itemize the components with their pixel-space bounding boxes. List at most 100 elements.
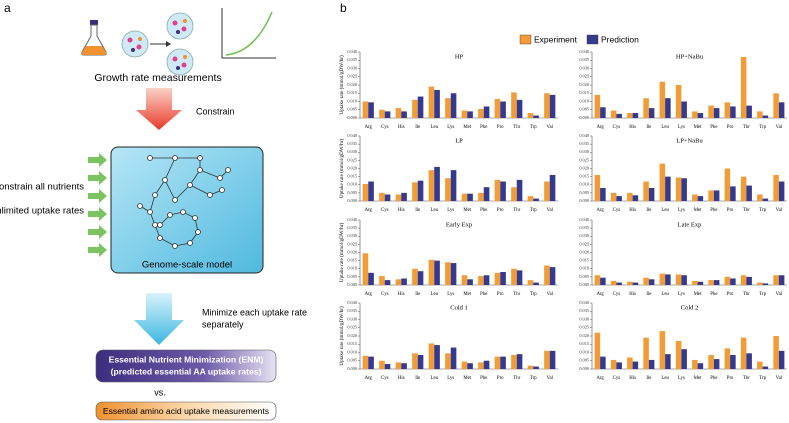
bar	[461, 361, 468, 369]
bar	[500, 101, 506, 118]
y-tick-label: 0.030	[579, 316, 589, 321]
bar	[483, 275, 490, 285]
x-tick-label: Arg	[596, 376, 604, 381]
bar	[692, 111, 698, 118]
bar	[434, 89, 440, 118]
bar	[467, 279, 473, 285]
y-tick-label: 0.000	[347, 366, 357, 371]
x-tick-label: Ile	[415, 208, 420, 213]
y-tick-label: 0.010	[347, 98, 357, 103]
unlimited-text: Unlimited uptake rates	[0, 206, 84, 217]
panel-b: 0.000 0.005 0.010 0.015 0.020 0.025 0.030 0.035…	[338, 34, 787, 381]
bar	[494, 272, 501, 285]
x-tick-label: His	[398, 376, 405, 381]
bar	[757, 361, 763, 369]
y-tick-label: 0.035	[347, 308, 357, 313]
y-tick-label: 0.035	[579, 141, 589, 146]
bar	[724, 348, 731, 369]
x-tick-label: His	[629, 292, 636, 297]
bar	[527, 365, 534, 369]
y-tick-label: 0.010	[347, 266, 357, 271]
y-tick-label: 0.035	[347, 141, 357, 146]
bar	[379, 360, 385, 369]
bar	[379, 109, 385, 118]
y-axis-label: Uptake rate (mmol/gDW/hr)	[338, 55, 345, 115]
x-tick-label: Lys	[447, 125, 454, 130]
bar	[417, 271, 424, 285]
y-tick-label: 0.025	[347, 74, 357, 79]
y-tick-label: 0.030	[347, 149, 357, 154]
bar	[500, 272, 506, 285]
x-tick-label: Pro	[727, 376, 734, 381]
bar	[724, 168, 731, 201]
x-tick-label: Cys	[613, 125, 621, 130]
bar	[533, 366, 539, 369]
bar	[412, 353, 418, 369]
bar	[675, 177, 682, 201]
bar	[516, 179, 523, 201]
y-tick-label: 0.020	[579, 333, 589, 338]
bar	[384, 194, 391, 201]
bar	[500, 356, 506, 369]
bar	[692, 280, 698, 285]
x-tick-label: Met	[463, 292, 471, 297]
y-tick-label: 0.015	[579, 341, 589, 346]
bar	[401, 278, 407, 285]
bar	[681, 349, 687, 369]
x-tick-label: Thr	[513, 376, 520, 381]
bar	[643, 337, 649, 369]
bar	[362, 183, 369, 201]
bar	[643, 98, 649, 118]
x-tick-label: Val	[547, 292, 554, 297]
y-tick-label: 0.020	[579, 82, 589, 87]
bar	[445, 353, 451, 369]
bar	[600, 277, 606, 285]
bar	[494, 99, 501, 118]
growth-curve-icon	[221, 8, 276, 59]
bar	[395, 362, 402, 369]
y-tick-label: 0.010	[579, 182, 589, 187]
x-tick-label: Cys	[381, 292, 389, 297]
bar	[610, 359, 617, 369]
x-tick-label: Leu	[431, 125, 439, 130]
x-tick-label: Trp	[530, 125, 537, 130]
y-tick-label: 0.015	[579, 90, 589, 95]
bar	[594, 332, 601, 369]
y-tick-label: 0.005	[347, 107, 357, 112]
y-tick-label: 0.005	[347, 190, 357, 195]
x-tick-label: Trp	[530, 208, 537, 213]
bar	[594, 175, 601, 201]
bar	[478, 362, 484, 369]
x-tick-label: Cys	[613, 292, 621, 297]
bar	[544, 93, 550, 118]
bar	[697, 363, 704, 369]
bar	[692, 194, 698, 201]
bar	[428, 170, 435, 201]
bar	[549, 267, 556, 285]
x-tick-label: Cys	[613, 376, 621, 381]
x-tick-label: Cys	[613, 208, 621, 213]
bar	[659, 163, 666, 201]
input-arrows	[88, 153, 107, 257]
bar	[730, 186, 736, 201]
x-tick-label: Thr	[743, 292, 750, 297]
bar	[665, 274, 671, 285]
x-tick-label: Phe	[480, 208, 487, 213]
x-tick-label: Arg	[596, 292, 604, 297]
bar	[648, 108, 655, 118]
bar	[708, 190, 714, 201]
minimize-arrow	[134, 293, 184, 345]
measurement-text: Essential amino acid uptake measurements	[103, 406, 269, 416]
bar	[527, 196, 534, 201]
bar	[417, 96, 424, 118]
y-tick-label: 0.005	[347, 358, 357, 363]
legend-swatch	[519, 34, 532, 45]
y-tick-label: 0.010	[579, 266, 589, 271]
bar	[600, 356, 606, 369]
bar	[746, 276, 752, 285]
x-tick-label: His	[629, 208, 636, 213]
bar	[544, 181, 550, 201]
y-tick-label: 0.030	[347, 65, 357, 70]
x-tick-label: Arg	[596, 125, 604, 130]
